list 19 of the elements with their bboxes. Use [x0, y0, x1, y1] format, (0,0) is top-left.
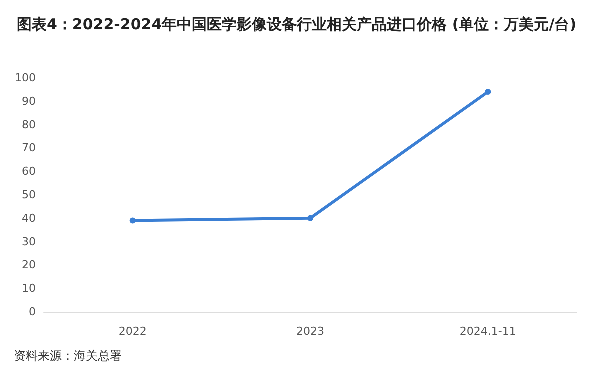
point	[130, 218, 136, 224]
y-tick-label: 10	[22, 282, 36, 296]
y-tick-label: 90	[22, 94, 36, 108]
y-tick-label: 60	[22, 165, 36, 178]
y-tick-label: 50	[22, 188, 36, 202]
x-tick-label: 2023	[296, 325, 324, 338]
point	[308, 215, 314, 222]
y-tick-label: 100	[15, 72, 36, 84]
x-tick-label: 2022	[118, 325, 147, 338]
y-tick-label: 80	[22, 118, 36, 132]
text: 资料来源：海关总署	[14, 349, 122, 363]
y-tick-label: 70	[22, 142, 36, 155]
y-tick-label: 30	[22, 235, 36, 248]
chart-title: 图表4：2022-2024年中国医学影像设备行业相关产品进口价格 (单位：万美元/台)	[17, 16, 577, 34]
x-tick-label: 2024.1-11	[460, 325, 516, 338]
point	[485, 89, 492, 96]
y-tick-label: 20	[22, 258, 36, 272]
y-tick-label: 40	[22, 212, 36, 225]
y-tick-label: 0	[29, 306, 36, 318]
